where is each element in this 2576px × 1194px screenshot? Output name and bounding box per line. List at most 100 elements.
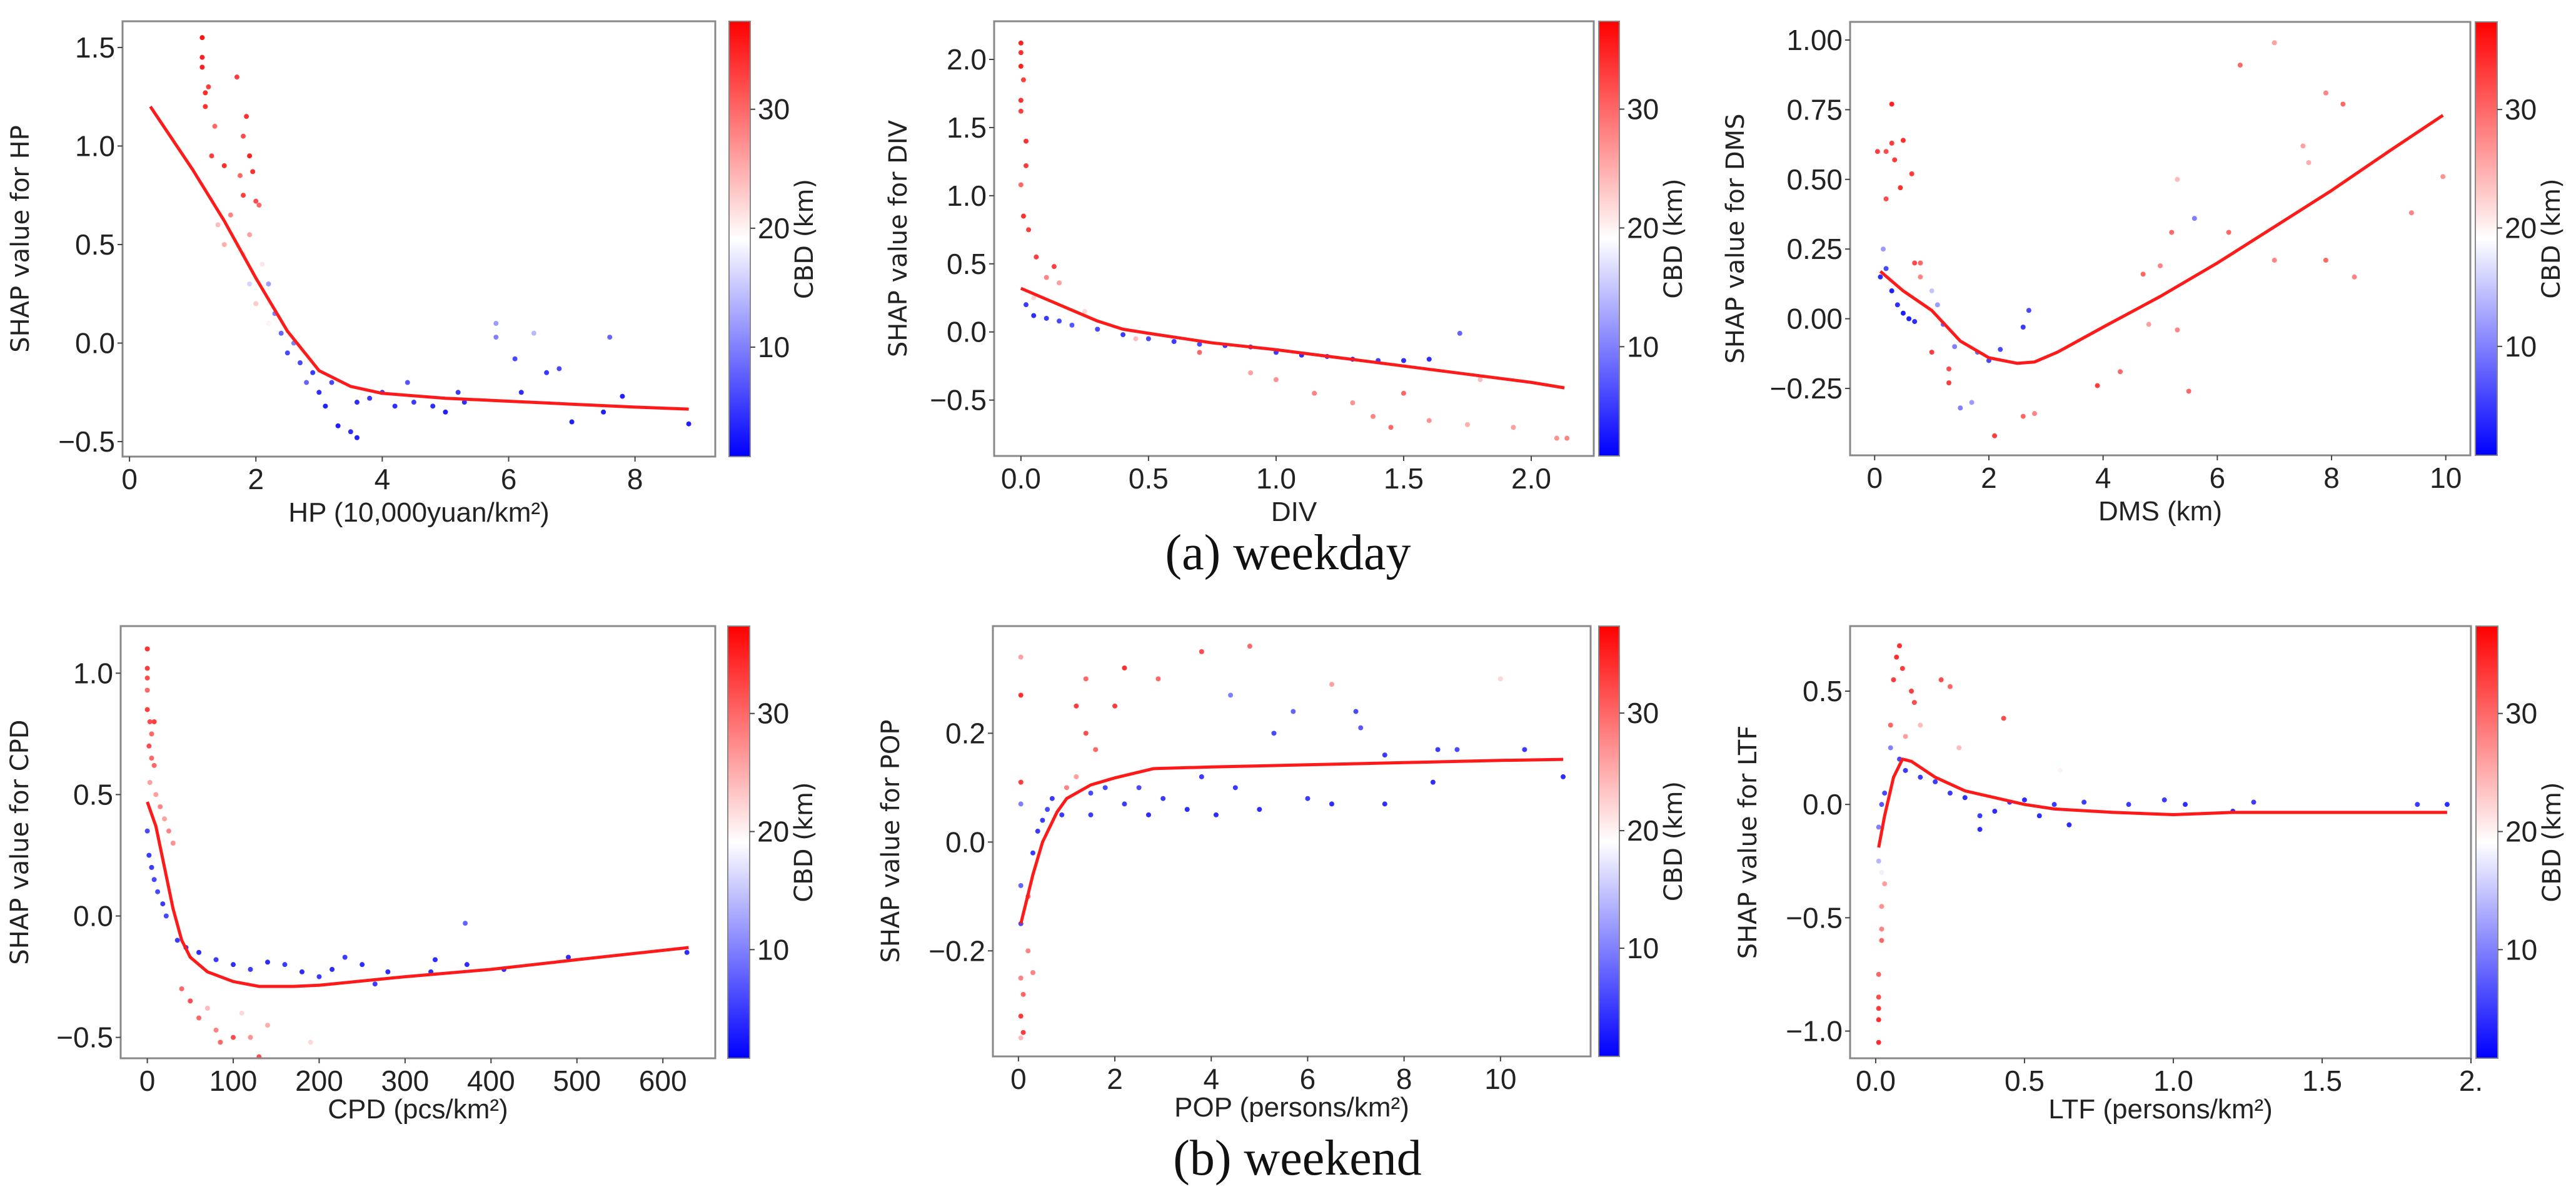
scatter-point: [259, 261, 265, 267]
scatter-point: [144, 675, 150, 681]
x-tick-label: 0: [1010, 1063, 1027, 1095]
scatter-point: [1888, 745, 1893, 751]
x-tick-label: 2.0: [1511, 462, 1551, 495]
scatter-point: [2183, 802, 2188, 807]
scatter-point: [147, 780, 153, 786]
scatter-point: [234, 74, 239, 80]
plot-frame: [1849, 625, 2472, 1060]
scatter-point: [153, 792, 159, 797]
scatter-point: [1031, 313, 1037, 318]
fit-line: [1020, 286, 1565, 390]
scatter-point: [1146, 812, 1152, 817]
scatter-point: [144, 687, 150, 693]
scatter-point: [1034, 254, 1039, 260]
x-tick-label: 2.: [2459, 1065, 2483, 1097]
scatter-point: [1228, 692, 1234, 698]
x-tick-label: 4: [2095, 462, 2111, 494]
scatter-point: [1197, 350, 1202, 355]
scatter-point: [149, 756, 154, 761]
y-tick-label: 0.25: [1786, 233, 1843, 265]
colorbar: [1598, 625, 1620, 1057]
scatter-point: [1911, 700, 1917, 706]
y-axis-label: SHAP value for CPD: [6, 719, 34, 964]
scatter-point: [1879, 802, 1884, 807]
scatter-point: [239, 1010, 244, 1016]
scatter-point: [1064, 785, 1069, 791]
scatter-point: [1018, 63, 1024, 69]
y-tick-label: −1.0: [1786, 1015, 1843, 1048]
scatter-point: [1018, 975, 1024, 981]
scatter-point: [1305, 796, 1311, 801]
scatter-point: [1891, 677, 1896, 682]
scatter-point: [144, 665, 150, 671]
x-axis-label: DIV: [1271, 497, 1317, 527]
scatter-points: [1874, 40, 2446, 438]
scatter-point: [199, 35, 205, 41]
y-tick-label: 0.75: [1786, 93, 1843, 126]
scatter-point: [1057, 280, 1062, 286]
scatter-point: [2300, 143, 2306, 149]
scatter-point: [1903, 734, 1908, 739]
scatter-point: [1382, 752, 1387, 758]
scatter-point: [237, 173, 243, 178]
colorbar-tick-label: 30: [758, 93, 790, 126]
fit-line: [1019, 757, 1564, 924]
scatter-point: [248, 966, 253, 972]
scatter-point: [1947, 684, 1953, 689]
scatter-points: [144, 646, 690, 1058]
scatter-point: [1044, 315, 1049, 321]
x-tick-label: 4: [375, 463, 391, 495]
y-tick-label: 1.5: [75, 31, 115, 64]
scatter-point: [1933, 779, 1938, 784]
scatter-point: [147, 719, 153, 724]
scatter-point: [1312, 390, 1317, 396]
colorbar-tick-label: 20: [758, 212, 790, 245]
scatter-point: [221, 241, 227, 247]
subplot-hp: 0 2 4 6 8 −0.5 0.0 0.5 1.0 1.5 HP (10,000yuan/km²)…: [6, 20, 819, 528]
colorbar-tick-label: 10: [1627, 330, 1659, 363]
fit-line: [146, 801, 689, 988]
y-tick-label: 0.2: [945, 717, 985, 749]
scatter-point: [1057, 318, 1062, 324]
x-tick-label: 8: [1396, 1063, 1412, 1095]
scatter-point: [2066, 822, 2072, 827]
scatter-point: [565, 954, 571, 960]
scatter-point: [1879, 926, 1884, 932]
scatter-point: [1900, 138, 1906, 143]
scatter-point: [1026, 227, 1032, 233]
scatter-point: [188, 998, 193, 1004]
scatter-point: [247, 232, 253, 238]
scatter-point: [2352, 274, 2357, 280]
scatter-point: [1122, 801, 1127, 807]
colorbar-tick-label: 20: [1627, 814, 1659, 847]
scatter-point: [231, 962, 236, 968]
scatter-point: [385, 969, 391, 974]
scatter-point: [1952, 344, 1958, 350]
scatter-point: [2169, 230, 2175, 235]
scatter-point: [250, 169, 256, 175]
scatter-point: [1160, 796, 1166, 801]
scatter-point: [1112, 703, 1118, 709]
scatter-point: [1088, 791, 1094, 796]
x-tick-label: 0.0: [1856, 1065, 1896, 1097]
scatter-point: [2251, 799, 2257, 805]
scatter-point: [1030, 970, 1035, 976]
x-axis-label: CPD (pcs/km²): [328, 1094, 508, 1125]
scatter-point: [2306, 160, 2312, 166]
scatter-point: [144, 828, 150, 834]
scatter-point: [367, 395, 373, 401]
scatter-point: [405, 380, 410, 385]
scatter-point: [1371, 413, 1376, 419]
scatter-point: [463, 921, 468, 926]
scatter-point: [163, 913, 169, 919]
scatter-point: [248, 1035, 253, 1040]
scatter-point: [1248, 370, 1254, 376]
scatter-point: [2175, 327, 2180, 333]
y-tick-label: 0.0: [1803, 788, 1843, 821]
scatter-point: [1426, 418, 1432, 423]
scatter-point: [2237, 63, 2243, 68]
scatter-point: [206, 84, 211, 89]
scatter-point: [329, 380, 335, 385]
scatter-point: [1874, 149, 1880, 154]
x-tick-label: 0: [1866, 462, 1883, 494]
